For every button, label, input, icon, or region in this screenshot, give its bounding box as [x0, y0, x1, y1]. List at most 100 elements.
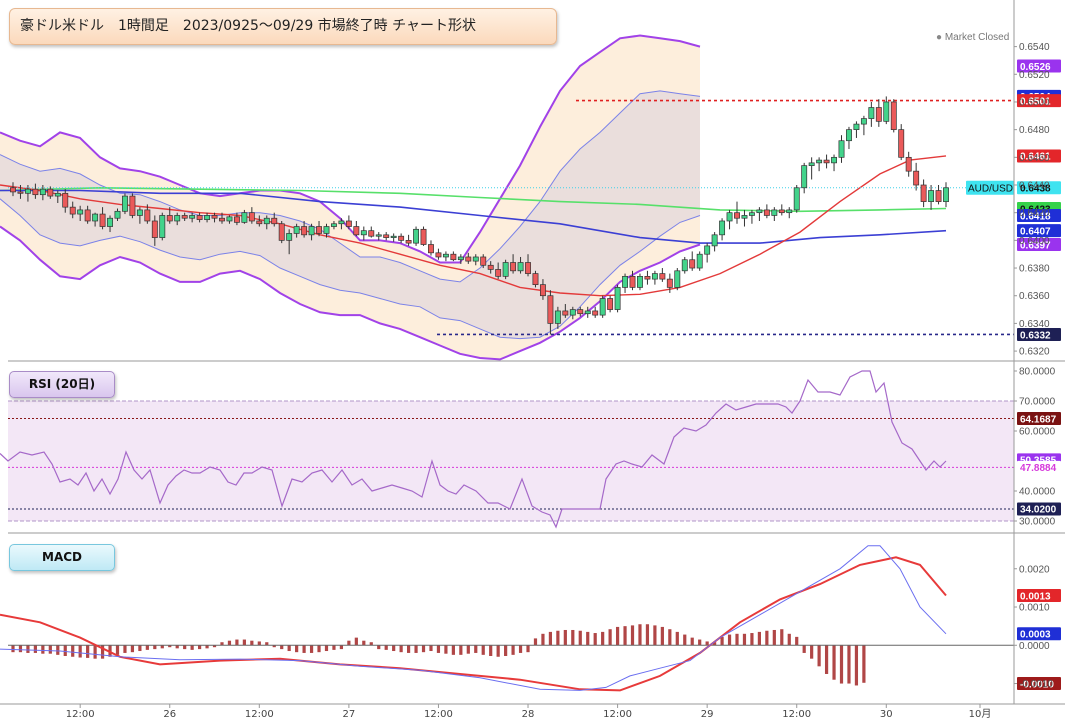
macd-histogram-bar — [436, 645, 441, 653]
macd-histogram-bar — [787, 633, 791, 646]
candle-body — [860, 118, 867, 125]
macd-histogram-bar — [847, 645, 851, 684]
y-tick-label: 30.0000 — [1019, 517, 1056, 528]
macd-histogram-bar — [242, 639, 246, 646]
macd-histogram-bar — [220, 642, 224, 646]
macd-histogram-bar — [817, 645, 821, 667]
macd-histogram-bar — [563, 629, 567, 646]
level-tag-label: 64.1687 — [1020, 414, 1057, 425]
level-tag — [1017, 94, 1061, 108]
macd-histogram-bar — [429, 645, 433, 652]
candle-body — [248, 212, 255, 222]
candle-body — [62, 192, 69, 208]
y-tick-label: 0.0020 — [1019, 564, 1050, 575]
level-tag — [1017, 208, 1061, 222]
candle-body — [39, 188, 46, 196]
macd-histogram-bar — [272, 645, 276, 648]
x-tick-label: 30 — [880, 709, 893, 720]
candle-body — [778, 209, 785, 214]
x-tick-label: 28 — [522, 709, 535, 720]
macd-histogram-bar — [668, 629, 672, 646]
candle-body — [286, 233, 293, 241]
candle-body — [875, 107, 882, 122]
level-tag — [1017, 238, 1061, 252]
candle-body — [278, 223, 285, 241]
candle-body — [920, 184, 927, 202]
macd-histogram-bar — [675, 631, 679, 646]
macd-histogram-bar — [100, 645, 105, 659]
candle-body — [898, 129, 905, 158]
candle-body — [413, 228, 420, 244]
x-tick-label: 12:00 — [603, 709, 632, 720]
macd-histogram-bar — [198, 645, 202, 650]
macd-histogram-bar — [533, 638, 538, 646]
macd-histogram-bar — [615, 626, 620, 646]
level-tag-label: 0.6397 — [1020, 240, 1051, 251]
level-tag — [1017, 59, 1061, 73]
macd-histogram-bar — [309, 645, 314, 653]
candle-body — [487, 264, 494, 270]
candle-body — [629, 275, 636, 288]
macd-histogram-bar — [705, 641, 709, 646]
macd-histogram-bar — [444, 645, 448, 654]
macd-histogram-bar — [235, 639, 239, 646]
macd-histogram-bar — [660, 626, 664, 646]
level-tag-label: 0.0003 — [1020, 630, 1051, 641]
macd-histogram-bar — [750, 633, 754, 646]
candle-body — [107, 217, 113, 227]
rsi-panel-label[interactable]: RSI (20日) — [9, 371, 115, 398]
macd-histogram-bar — [250, 640, 254, 646]
symbol-tag-label: AUD/USD — [968, 184, 1013, 195]
candle-body — [599, 298, 606, 316]
candle-body — [99, 213, 106, 227]
macd-histogram-bar — [451, 645, 455, 655]
candle-body — [323, 226, 330, 234]
candle-body — [144, 209, 151, 222]
macd-histogram-bar — [735, 633, 739, 646]
candle-body — [263, 217, 270, 225]
candle-body — [331, 223, 337, 227]
y-tick-label: 0.0000 — [1019, 641, 1050, 652]
candle-body — [136, 209, 143, 216]
macd-line — [0, 545, 947, 691]
candle-body — [151, 220, 158, 238]
macd-histogram-bar — [369, 642, 373, 646]
chart-title: 豪ドル米ドル 1時間足 2023/0925～09/29 市場終了時 チャート形状 — [9, 8, 557, 45]
macd-histogram-bar — [257, 641, 261, 646]
y-tick-label: 60.0000 — [1019, 427, 1056, 438]
candle-body — [10, 187, 16, 193]
candle-body — [935, 190, 942, 202]
candle-body — [405, 240, 412, 244]
macd-histogram-bar — [48, 645, 52, 654]
status-dot-icon: ● — [936, 32, 943, 43]
candle-body — [293, 226, 300, 234]
macd-histogram-bar — [526, 645, 530, 653]
candle-body — [696, 253, 703, 269]
macd-histogram-bar — [474, 645, 478, 653]
macd-histogram-bar — [630, 625, 635, 646]
macd-histogram-bar — [623, 626, 627, 646]
macd-histogram-bar — [571, 629, 575, 646]
candle-body — [129, 195, 136, 216]
macd-histogram-bar — [175, 645, 179, 649]
y-tick-label: 0.6480 — [1019, 125, 1050, 136]
rsi-line — [0, 370, 947, 529]
level-tag — [1017, 149, 1061, 163]
macd-histogram-bar — [481, 645, 485, 655]
macd-histogram-bar — [56, 645, 60, 655]
macd-histogram-bar — [86, 645, 90, 658]
candle-body — [651, 273, 658, 280]
y-tick-label: 0.6460 — [1019, 153, 1050, 164]
level-tag-label: 0.6407 — [1020, 226, 1051, 237]
macd-histogram-bar — [496, 645, 500, 657]
macd-panel-label[interactable]: MACD — [9, 544, 115, 571]
candle-body — [868, 107, 875, 119]
macd-histogram-bar — [518, 645, 523, 653]
candle-body — [398, 235, 405, 241]
candle-body — [435, 252, 442, 258]
candle-body — [622, 275, 628, 288]
macd-histogram-bar — [287, 645, 291, 652]
candle-body — [495, 269, 502, 277]
market-status-text: Market Closed — [944, 32, 1010, 43]
